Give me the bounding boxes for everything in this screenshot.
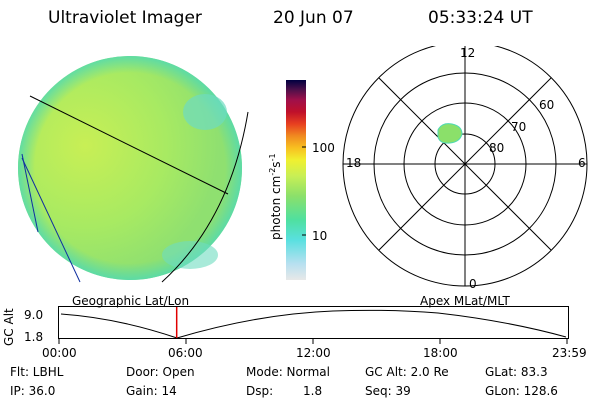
altitude-ylabel: GC Alt xyxy=(2,308,16,346)
date-label: 20 Jun 07 xyxy=(273,8,354,28)
altitude-xtick-0000: 00:00 xyxy=(42,346,77,360)
glat-info: GLat: 83.3 xyxy=(485,365,548,379)
gain-info: Gain: 14 xyxy=(126,384,177,398)
gc-alt-info: GC Alt: 2.0 Re xyxy=(365,365,449,379)
mlt-label-12: 12 xyxy=(460,46,476,60)
apex-caption: Apex MLat/MLT xyxy=(420,294,510,308)
altitude-plot-frame xyxy=(58,306,569,339)
altitude-xtick-1800: 18:00 xyxy=(423,346,458,360)
altitude-ytick-low: 1.8 xyxy=(24,330,44,344)
polar-plot xyxy=(342,46,588,287)
mlt-label-6: 6 xyxy=(578,156,586,170)
altitude-xtick-0600: 06:00 xyxy=(168,346,203,360)
dsp-label: Dsp: xyxy=(246,384,274,398)
altitude-xtick-1200: 12:00 xyxy=(296,346,331,360)
disk-cyan-patch xyxy=(183,94,227,130)
grid-line xyxy=(161,111,249,283)
mlat-label-80: 80 xyxy=(489,141,505,155)
grid-line xyxy=(21,157,81,283)
geographic-image-panel xyxy=(18,56,249,283)
ip-info: IP: 36.0 xyxy=(10,384,56,398)
auroral-patch xyxy=(437,123,463,144)
mlat-label-70: 70 xyxy=(511,120,527,134)
altitude-ytick-high: 9.0 xyxy=(24,308,44,322)
altitude-curve xyxy=(60,309,567,339)
altitude-xtick-2359: 23:59 xyxy=(552,346,587,360)
grid-line xyxy=(29,95,229,195)
colorbar-tick-10: 10 xyxy=(312,229,328,243)
colorbar-unit-label: photon cm-2s-1 xyxy=(268,153,283,240)
colorbar xyxy=(286,80,306,280)
dsp-value: 1.8 xyxy=(303,384,323,398)
time-label: 05:33:24 UT xyxy=(428,8,533,28)
mlt-line xyxy=(378,77,552,251)
door-info: Door: Open xyxy=(126,365,195,379)
colorbar-fill xyxy=(286,80,306,280)
instrument-title: Ultraviolet Imager xyxy=(48,8,202,28)
filter-info: Flt: LBHL xyxy=(10,365,64,379)
grid-line xyxy=(21,153,39,233)
geographic-caption: Geographic Lat/Lon xyxy=(72,294,190,308)
mlat-label-60: 60 xyxy=(539,98,555,112)
mlt-label-18: 18 xyxy=(346,156,362,170)
mode-info: Mode: Normal xyxy=(246,365,330,379)
seq-info: Seq: 39 xyxy=(365,384,411,398)
disk-cyan-patch xyxy=(162,241,218,269)
mlt-label-0: 0 xyxy=(469,277,477,291)
colorbar-tick-100: 100 xyxy=(312,141,335,155)
altitude-plot xyxy=(58,306,569,344)
glon-info: GLon: 128.6 xyxy=(485,384,558,398)
